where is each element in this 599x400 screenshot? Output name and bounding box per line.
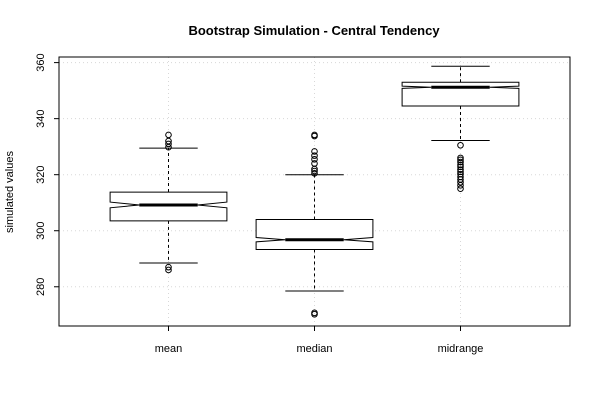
outlier-point: [457, 173, 464, 181]
outlier-point: [311, 131, 318, 139]
y-tick-label: 340: [35, 109, 47, 127]
outlier-point: [165, 140, 172, 148]
outlier-point: [457, 154, 464, 162]
outlier-point: [457, 170, 464, 178]
x-tick-label: median: [296, 343, 332, 355]
outlier-point: [311, 152, 318, 159]
outlier-point: [457, 156, 464, 164]
outlier-point: [311, 167, 318, 175]
x-tick-label: mean: [155, 343, 183, 355]
outlier-point: [165, 131, 172, 139]
outlier-point: [457, 185, 464, 192]
outlier-point: [165, 143, 172, 151]
box-body: [255, 219, 374, 250]
outlier-point: [165, 266, 172, 274]
boxes: [109, 65, 520, 318]
outlier-point: [457, 158, 464, 166]
y-axis-label: simulated values: [4, 151, 16, 233]
x-axis: mean median midrange: [155, 326, 484, 355]
box-body: [109, 191, 228, 222]
y-tick-label: 300: [35, 222, 47, 240]
outlier-point: [165, 137, 172, 145]
outlier-point: [311, 309, 318, 317]
box-mean: [109, 131, 228, 274]
outlier-point: [457, 161, 464, 169]
y-axis: 280 300 320 340 360: [35, 53, 59, 296]
y-tick-label: 320: [35, 166, 47, 184]
chart-title: Bootstrap Simulation - Central Tendency: [188, 23, 440, 38]
box-median: [255, 131, 374, 318]
box-midrange: [401, 65, 520, 192]
y-tick-label: 280: [35, 278, 47, 296]
x-tick-label: midrange: [438, 343, 484, 355]
outlier-point: [311, 155, 318, 163]
outlier-point: [311, 169, 318, 177]
y-tick-label: 360: [35, 53, 47, 71]
outlier-point: [311, 160, 318, 167]
outlier-point: [457, 168, 464, 176]
outlier-point: [311, 148, 318, 155]
outlier-point: [165, 263, 172, 271]
outlier-point: [457, 163, 464, 171]
outlier-point: [457, 166, 464, 173]
outlier-point: [457, 141, 464, 149]
